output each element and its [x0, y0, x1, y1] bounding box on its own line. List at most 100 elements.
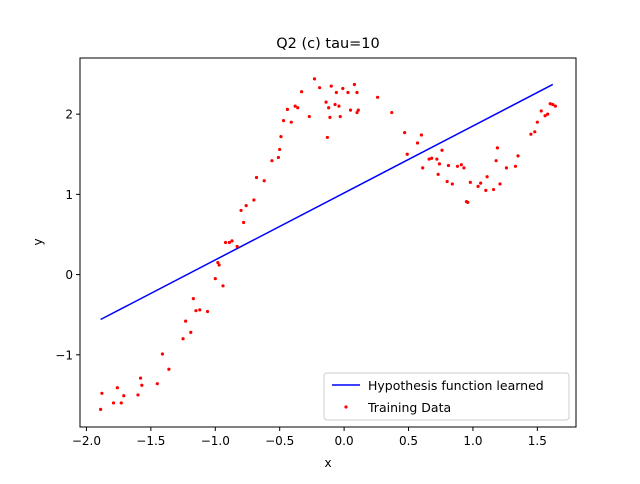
- training-data-point: [191, 297, 195, 301]
- training-data-point: [415, 141, 420, 145]
- training-data-point: [337, 104, 341, 108]
- training-data-point: [252, 198, 256, 202]
- training-data-point: [427, 157, 431, 161]
- training-data-point: [181, 337, 185, 341]
- training-data-point: [194, 309, 198, 313]
- legend-point-swatch: [344, 405, 348, 409]
- training-data-point: [421, 166, 425, 170]
- training-data-point: [479, 181, 483, 185]
- y-tick-label: 1: [65, 188, 73, 202]
- training-data-point: [356, 108, 360, 112]
- training-data-point: [217, 263, 221, 267]
- training-data-point: [329, 84, 333, 88]
- training-data-point: [138, 376, 143, 380]
- training-data-point: [244, 204, 248, 208]
- training-data-point: [513, 164, 518, 168]
- training-data-point: [462, 166, 466, 170]
- training-data-point: [312, 77, 317, 81]
- training-data-point: [230, 239, 234, 243]
- training-data-point: [504, 166, 509, 170]
- training-data-point: [539, 109, 543, 113]
- training-data-point: [285, 107, 290, 111]
- x-axis-label: x: [324, 456, 331, 470]
- training-data-point: [548, 102, 552, 106]
- training-data-point: [333, 102, 337, 107]
- training-data-point: [111, 401, 116, 405]
- training-data-point: [254, 175, 259, 180]
- training-data-point: [239, 208, 243, 213]
- training-data-point: [516, 154, 520, 158]
- training-data-point: [205, 309, 210, 314]
- training-data-point: [100, 391, 104, 395]
- training-data-point: [276, 155, 280, 160]
- x-tick-label: −0.5: [265, 434, 294, 448]
- training-data-point: [450, 182, 454, 186]
- training-data-point: [318, 86, 322, 90]
- training-data-point: [403, 131, 407, 135]
- training-data-point: [466, 200, 470, 204]
- training-data-point: [419, 133, 424, 137]
- training-data-point: [221, 284, 225, 288]
- training-data-point: [155, 382, 159, 386]
- x-tick-label: −1.0: [201, 434, 230, 448]
- hypothesis-line-layer: [100, 83, 554, 321]
- training-data-point: [325, 135, 329, 140]
- training-data-point: [535, 120, 539, 124]
- training-data-point: [140, 383, 144, 387]
- training-data-point: [136, 393, 140, 397]
- training-data-point: [529, 132, 533, 136]
- training-data-point: [551, 102, 555, 107]
- x-tick-label: 0.0: [335, 434, 354, 448]
- training-data-point: [533, 130, 537, 134]
- training-data-point: [299, 90, 304, 94]
- training-data-point: [324, 100, 328, 104]
- training-data-layer: [99, 77, 557, 411]
- training-data-point: [122, 394, 126, 398]
- y-tick-label: 0: [65, 268, 73, 282]
- training-data-point: [281, 118, 286, 123]
- training-data-point: [476, 184, 480, 188]
- training-data-point: [216, 260, 220, 265]
- x-tick-label: −2.0: [72, 434, 101, 448]
- training-data-point: [446, 163, 451, 168]
- training-data-point: [355, 90, 359, 95]
- training-data-point: [346, 90, 350, 95]
- x-tick-label: 1.0: [463, 434, 482, 448]
- training-data-point: [213, 276, 217, 281]
- x-tick-label: 0.5: [399, 434, 418, 448]
- training-data-point: [494, 159, 498, 163]
- training-data-point: [341, 86, 345, 91]
- training-data-point: [184, 319, 188, 323]
- training-data-point: [348, 108, 353, 112]
- training-data-point: [553, 104, 557, 108]
- training-data-point: [270, 159, 274, 163]
- training-data-point: [543, 114, 547, 118]
- training-data-point: [223, 240, 228, 245]
- training-data-point: [293, 104, 297, 108]
- axes-frame: [79, 57, 577, 428]
- x-axis-ticks: −2.0 −1.5 −1.0 −0.5 0.0 0.5 1.0 1.5: [72, 427, 547, 448]
- training-data-point: [227, 240, 232, 245]
- training-data-point: [167, 367, 171, 371]
- y-axis-label: y: [31, 238, 45, 245]
- training-data-point: [495, 146, 500, 150]
- training-data-point: [307, 114, 311, 119]
- y-tick-label: −1: [55, 348, 73, 362]
- training-data-point: [455, 164, 460, 168]
- training-data-point: [189, 330, 193, 334]
- training-data-point: [484, 188, 488, 192]
- training-data-point: [355, 110, 359, 115]
- training-data-point: [546, 112, 550, 116]
- x-tick-label: −1.5: [136, 434, 165, 448]
- training-data-point: [468, 180, 472, 184]
- training-data-point: [352, 82, 357, 87]
- training-data-point: [242, 220, 246, 225]
- y-axis-ticks: −1 0 1 2: [55, 108, 80, 362]
- training-data-point: [440, 148, 444, 152]
- training-data-point: [278, 147, 282, 152]
- hypothesis-line: [100, 83, 554, 321]
- training-data-point: [198, 308, 202, 312]
- training-data-point: [115, 386, 119, 390]
- training-data-point: [435, 157, 439, 161]
